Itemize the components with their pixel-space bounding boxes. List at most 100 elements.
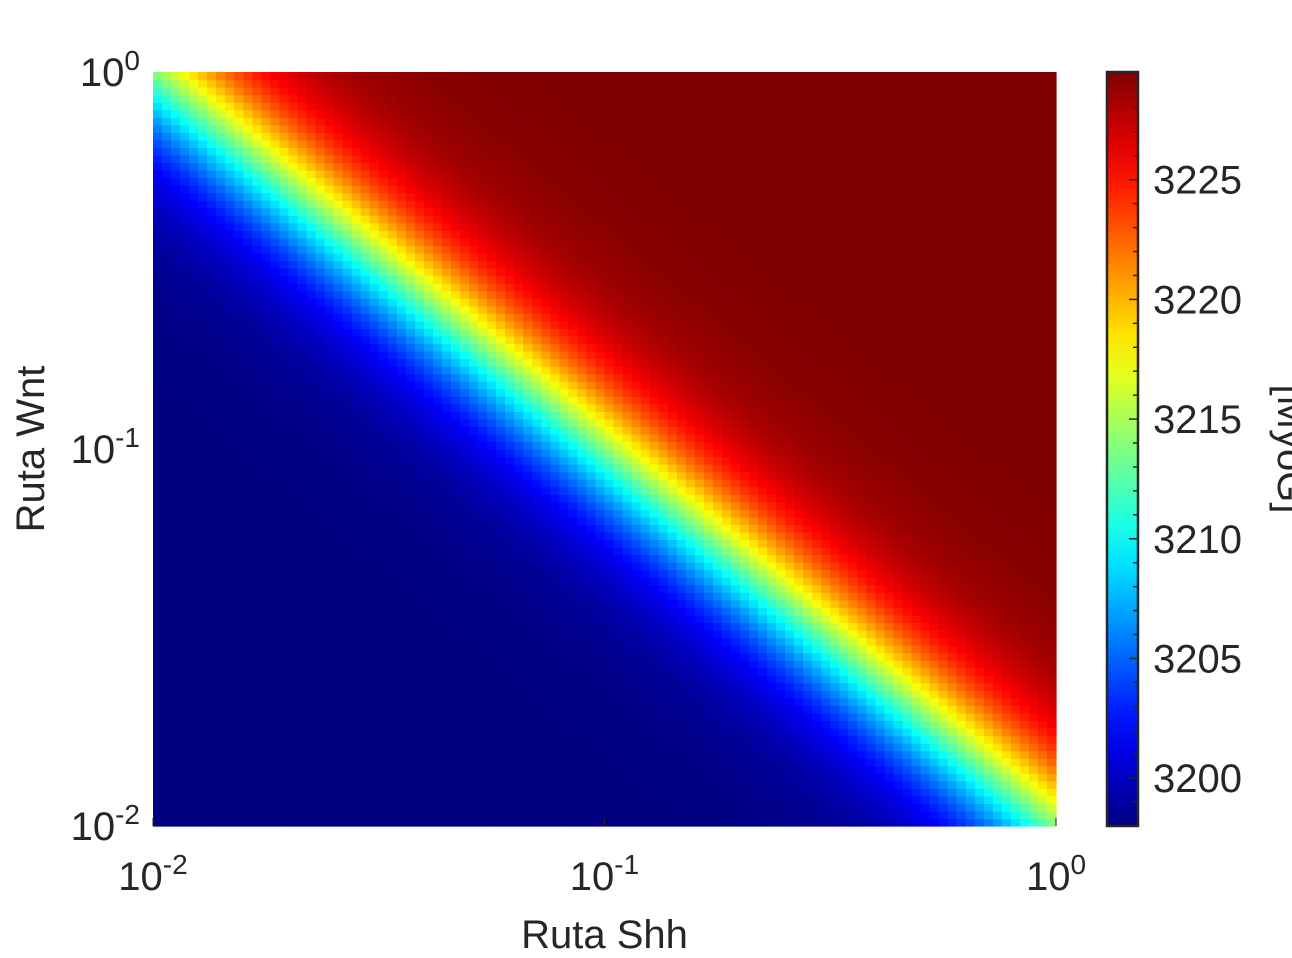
heatmap-cell xyxy=(541,592,551,601)
heatmap-cell xyxy=(803,607,813,616)
heatmap-cell xyxy=(306,456,317,465)
heatmap-cell xyxy=(776,614,786,624)
heatmap-cell xyxy=(577,788,588,797)
heatmap-cell xyxy=(306,712,317,722)
heatmap-cell xyxy=(478,750,488,759)
heatmap-cell xyxy=(487,743,497,752)
heatmap-cell xyxy=(559,780,569,789)
heatmap-cell xyxy=(450,712,461,722)
heatmap-cell xyxy=(866,697,876,706)
heatmap-cell xyxy=(234,705,244,714)
heatmap-cell xyxy=(243,788,253,797)
heatmap-cell xyxy=(360,584,371,593)
heatmap-cell xyxy=(315,727,326,737)
heatmap-cell xyxy=(198,818,208,827)
heatmap-cell xyxy=(667,712,678,722)
heatmap-cell xyxy=(613,803,624,812)
heatmap-cell xyxy=(965,599,976,608)
heatmap-cell xyxy=(938,682,949,691)
heatmap-cell xyxy=(460,622,470,631)
heatmap-cell xyxy=(776,509,786,518)
heatmap-cell xyxy=(947,464,958,473)
heatmap-cell xyxy=(360,569,371,578)
heatmap-cell xyxy=(920,569,931,578)
heatmap-cell xyxy=(505,795,515,804)
heatmap-cell xyxy=(893,456,904,465)
heatmap-cell xyxy=(153,449,163,458)
heatmap-cell xyxy=(279,660,290,669)
heatmap-cell xyxy=(947,667,958,676)
heatmap-cell xyxy=(324,652,335,661)
heatmap-cell xyxy=(514,479,524,488)
heatmap-cell xyxy=(396,622,407,631)
heatmap-cell xyxy=(794,690,804,699)
heatmap-cell xyxy=(541,810,551,820)
heatmap-cell xyxy=(414,682,425,691)
heatmap-cell xyxy=(767,584,777,593)
heatmap-cell xyxy=(821,682,831,691)
heatmap-cell xyxy=(767,667,777,676)
heatmap-cell xyxy=(902,705,913,714)
heatmap-cell xyxy=(297,735,308,744)
heatmap-cell xyxy=(947,660,958,669)
heatmap-cell xyxy=(324,494,335,503)
heatmap-cell xyxy=(216,524,226,533)
heatmap-cell xyxy=(261,667,271,676)
heatmap-cell xyxy=(938,516,949,525)
heatmap-cell xyxy=(523,464,533,473)
heatmap-cell xyxy=(541,494,551,503)
heatmap-cell xyxy=(613,449,624,458)
heatmap-cell xyxy=(1046,803,1057,812)
heatmap-cell xyxy=(306,592,317,601)
heatmap-cell xyxy=(306,750,317,759)
heatmap-cell xyxy=(640,690,651,699)
heatmap-cell xyxy=(622,735,633,744)
heatmap-cell xyxy=(694,645,705,654)
heatmap-cell xyxy=(812,539,822,548)
heatmap-cell xyxy=(866,531,876,541)
heatmap-cell xyxy=(478,743,488,752)
heatmap-cell xyxy=(848,479,858,488)
heatmap-cell xyxy=(523,599,533,608)
heatmap-cell xyxy=(794,758,804,767)
heatmap-cell xyxy=(432,795,443,804)
heatmap-cell xyxy=(180,803,190,812)
heatmap-cell xyxy=(487,471,497,480)
heatmap-cell xyxy=(857,479,867,488)
heatmap-cell xyxy=(947,539,958,548)
heatmap-cell xyxy=(794,569,804,578)
heatmap-cell xyxy=(378,614,389,624)
heatmap-cell xyxy=(893,795,904,804)
heatmap-cell xyxy=(568,456,579,465)
heatmap-cell xyxy=(460,773,470,782)
heatmap-cell xyxy=(270,486,281,495)
heatmap-cell xyxy=(1046,614,1057,624)
heatmap-cell xyxy=(252,524,262,533)
heatmap-cell xyxy=(198,750,208,759)
heatmap-cell xyxy=(631,486,642,495)
heatmap-cell xyxy=(595,494,606,503)
heatmap-cell xyxy=(405,614,416,624)
heatmap-cell xyxy=(568,720,579,729)
heatmap-cell xyxy=(739,690,750,699)
heatmap-cell xyxy=(884,750,895,759)
heatmap-cell xyxy=(992,569,1003,578)
heatmap-cell xyxy=(550,727,560,737)
heatmap-cell xyxy=(767,743,777,752)
heatmap-cell xyxy=(1046,720,1057,729)
heatmap-cell xyxy=(297,652,308,661)
heatmap-cell xyxy=(487,547,497,556)
heatmap-cell xyxy=(730,795,741,804)
heatmap-cell xyxy=(929,667,940,676)
heatmap-cell xyxy=(694,637,705,646)
heatmap-cell xyxy=(622,788,633,797)
heatmap-cell xyxy=(1010,637,1021,646)
heatmap-cell xyxy=(432,697,443,706)
heatmap-cell xyxy=(721,697,732,706)
heatmap-cell xyxy=(830,667,840,676)
heatmap-cell xyxy=(586,599,597,608)
heatmap-cell xyxy=(758,509,768,518)
heatmap-cell xyxy=(1019,607,1030,616)
heatmap-cell xyxy=(243,690,253,699)
heatmap-cell xyxy=(929,750,940,759)
